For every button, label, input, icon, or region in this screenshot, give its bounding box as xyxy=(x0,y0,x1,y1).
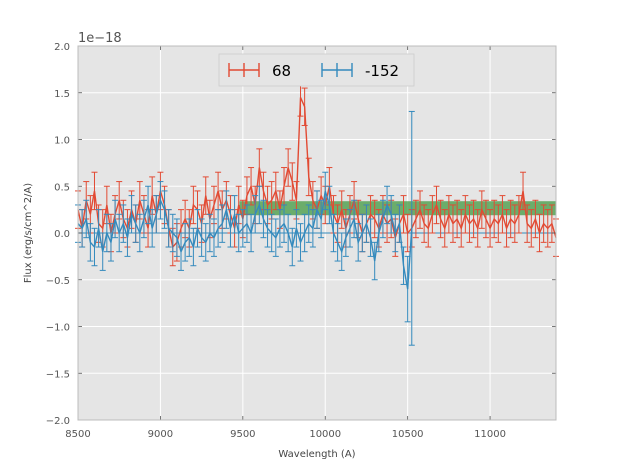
x-tick-label: 9000 xyxy=(148,429,173,440)
x-tick-label: 8500 xyxy=(65,429,90,440)
y-tick-label: 0.5 xyxy=(54,182,70,193)
plot-frame xyxy=(77,45,557,421)
x-axis-label: Wavelength (A) xyxy=(278,449,355,460)
y-tick-label: 0.0 xyxy=(54,229,70,240)
x-tick-label: 10000 xyxy=(309,429,341,440)
legend-item-2: -152 xyxy=(321,62,399,80)
y-tick-label: −1.5 xyxy=(46,369,70,380)
y-axis-label: Flux (erg/s/cm^2/A) xyxy=(23,183,34,283)
legend: 68 -152 xyxy=(218,53,415,87)
x-tick-label: 9500 xyxy=(230,429,255,440)
legend-label: -152 xyxy=(365,62,399,80)
y-offset-label: 1e−18 xyxy=(78,31,122,46)
y-tick-label: 1.0 xyxy=(54,136,70,147)
x-tick-label: 11000 xyxy=(474,429,506,440)
y-tick-label: −0.5 xyxy=(46,276,70,287)
y-tick-label: −1.0 xyxy=(46,323,70,334)
series-2 xyxy=(75,110,415,346)
y-tick-label: 1.5 xyxy=(54,89,70,100)
ticks: 8500 9000 9500 10000 10500 11000 2.0 1.5 1.0 0.5 0… xyxy=(46,42,556,440)
legend-label: 68 xyxy=(272,62,291,80)
legend-item-1: 68 xyxy=(228,62,291,80)
highlight-band xyxy=(239,201,556,216)
y-tick-label: 2.0 xyxy=(54,42,70,53)
y-tick-label: −2.0 xyxy=(46,416,70,427)
series-line xyxy=(77,190,413,290)
x-tick-label: 10500 xyxy=(392,429,424,440)
